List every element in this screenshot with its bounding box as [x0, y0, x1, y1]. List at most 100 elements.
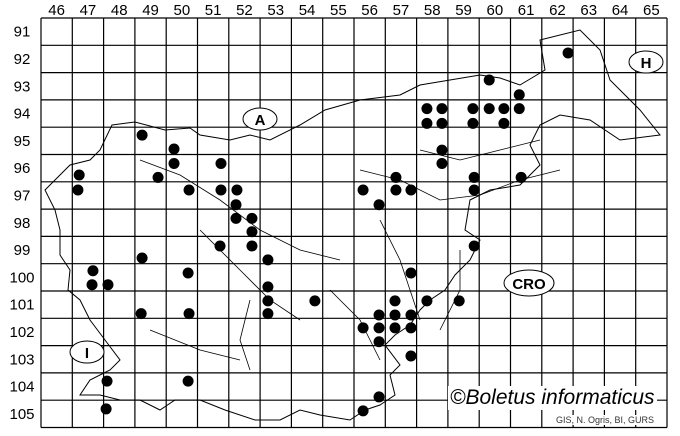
record-dot — [421, 103, 433, 115]
record-dot — [468, 171, 480, 183]
record-dot — [215, 158, 227, 170]
row-label: 102 — [9, 324, 34, 341]
record-dot — [168, 158, 180, 170]
column-label: 58 — [424, 2, 441, 19]
label-italy: I — [69, 340, 105, 364]
row-label: 105 — [9, 406, 34, 423]
record-dot — [262, 308, 274, 320]
record-dot — [436, 103, 448, 115]
record-dot — [513, 103, 525, 115]
column-label: 54 — [299, 2, 316, 19]
record-dot — [152, 171, 164, 183]
record-dot — [389, 309, 401, 321]
column-label: 47 — [80, 2, 97, 19]
record-dot — [262, 254, 274, 266]
record-dot — [357, 322, 369, 334]
record-dot — [467, 103, 479, 115]
record-dot — [230, 199, 242, 211]
record-dot — [183, 308, 195, 320]
record-dot — [136, 129, 148, 141]
record-dot — [246, 226, 258, 238]
row-label: 98 — [14, 215, 31, 232]
record-dot — [100, 403, 112, 415]
label-croatia: CRO — [503, 269, 555, 297]
column-label: 65 — [643, 2, 660, 19]
record-dot — [421, 295, 433, 307]
record-dot — [231, 184, 243, 196]
row-label: 104 — [9, 379, 34, 396]
column-label: 53 — [267, 2, 284, 19]
record-dot — [373, 322, 385, 334]
column-label: 55 — [330, 2, 347, 19]
record-dot — [72, 184, 84, 196]
record-dot — [182, 375, 194, 387]
label-croatia-text: CRO — [512, 276, 546, 293]
copyright-text: ©Boletus informaticus — [448, 386, 657, 410]
record-dot — [405, 184, 417, 196]
records-layer — [72, 47, 574, 417]
record-dot — [468, 240, 480, 252]
row-label: 91 — [14, 24, 31, 41]
record-dot — [436, 117, 448, 129]
record-dot — [73, 169, 85, 181]
column-label: 62 — [549, 2, 566, 19]
record-dot — [467, 117, 479, 129]
record-dot — [86, 279, 98, 291]
record-dot — [562, 47, 574, 59]
record-dot — [483, 74, 495, 86]
record-dot — [230, 212, 242, 224]
record-dot — [373, 336, 385, 348]
record-dot — [390, 184, 402, 196]
column-label: 51 — [205, 2, 222, 19]
record-dot — [453, 295, 465, 307]
record-dot — [357, 405, 369, 417]
river-lines — [139, 139, 561, 371]
record-dot — [246, 240, 258, 252]
record-dot — [498, 103, 510, 115]
credit-text: GIS, N. Ogris, BI, GURS — [554, 415, 657, 425]
record-dot — [101, 375, 113, 387]
record-dot — [515, 171, 527, 183]
country-border — [44, 29, 661, 421]
record-dot — [87, 265, 99, 277]
record-dot — [421, 117, 433, 129]
row-label: 97 — [14, 187, 31, 204]
row-label: 103 — [9, 351, 34, 368]
row-label: 94 — [14, 106, 31, 123]
record-dot — [183, 184, 195, 196]
record-dot — [136, 252, 148, 264]
record-dot — [246, 212, 258, 224]
label-austria-text: A — [255, 112, 266, 129]
record-dot — [389, 295, 401, 307]
record-dot — [215, 184, 227, 196]
grid — [40, 17, 668, 429]
record-dot — [214, 240, 226, 252]
record-dot — [390, 171, 402, 183]
record-dot — [373, 391, 385, 403]
label-austria: A — [242, 107, 278, 131]
record-dot — [262, 281, 274, 293]
column-label: 50 — [174, 2, 191, 19]
column-label: 48 — [111, 2, 128, 19]
column-label: 60 — [487, 2, 504, 19]
record-dot — [405, 267, 417, 279]
record-dot — [436, 158, 448, 170]
record-dot — [513, 89, 525, 101]
record-dot — [483, 103, 495, 115]
record-dot — [262, 295, 274, 307]
column-label: 57 — [393, 2, 410, 19]
column-label: 56 — [361, 2, 378, 19]
column-label: 49 — [142, 2, 159, 19]
row-label: 101 — [9, 297, 34, 314]
record-dot — [389, 322, 401, 334]
record-dot — [436, 144, 448, 156]
column-label: 61 — [518, 2, 535, 19]
record-dot — [468, 184, 480, 196]
record-dot — [373, 309, 385, 321]
column-label: 64 — [612, 2, 629, 19]
label-italy-text: I — [85, 345, 89, 362]
record-dot — [357, 184, 369, 196]
record-dot — [373, 199, 385, 211]
